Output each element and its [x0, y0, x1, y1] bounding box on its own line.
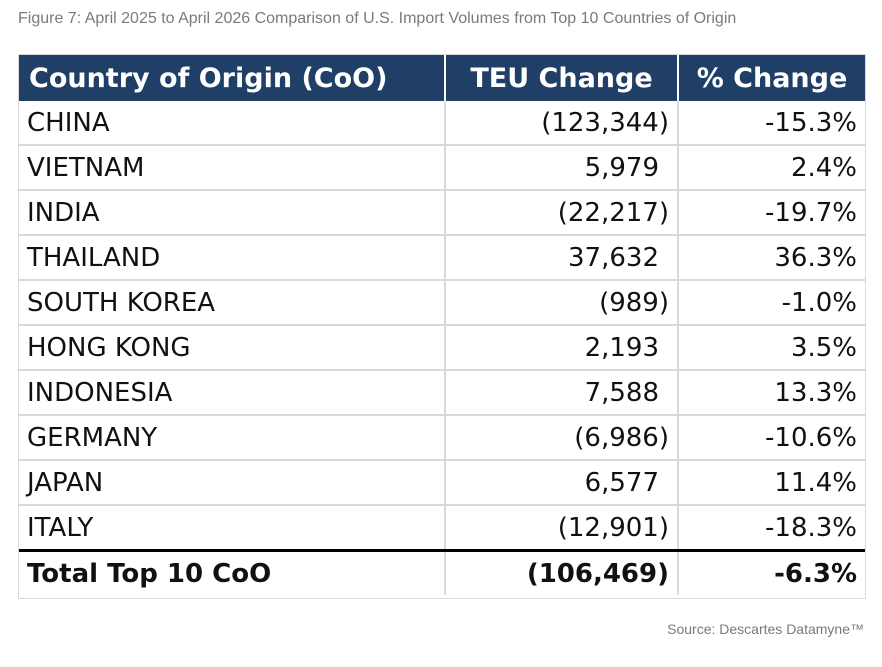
teu-cell: 37,632 — [445, 235, 679, 281]
pct-cell: -19.7% — [678, 190, 865, 236]
pct-cell: -10.6% — [678, 415, 865, 461]
table-row: INDIA (22,217) -19.7% — [19, 190, 865, 236]
header-pct-change: % Change — [678, 55, 865, 101]
total-teu-cell: (106,469) — [445, 549, 679, 595]
table-row: ITALY (12,901) -18.3% — [19, 505, 865, 552]
teu-cell: 7,588 — [445, 370, 679, 416]
table-row: JAPAN 6,577 11.4% — [19, 460, 865, 506]
country-cell: CHINA — [19, 101, 446, 146]
table-row: GERMANY (6,986) -10.6% — [19, 415, 865, 461]
pct-cell: 13.3% — [678, 370, 865, 416]
total-label-cell: Total Top 10 CoO — [19, 549, 446, 595]
pct-cell: 11.4% — [678, 460, 865, 506]
table-row: SOUTH KOREA (989) -1.0% — [19, 280, 865, 326]
teu-cell: (123,344) — [445, 101, 679, 146]
import-volume-table: Country of Origin (CoO) TEU Change % Cha… — [18, 54, 866, 599]
teu-cell: (989) — [445, 280, 679, 326]
teu-cell: (22,217) — [445, 190, 679, 236]
teu-cell: 2,193 — [445, 325, 679, 371]
data-table: Country of Origin (CoO) TEU Change % Cha… — [19, 55, 865, 595]
source-note: Source: Descartes Datamyne™ — [667, 621, 864, 637]
country-cell: INDIA — [19, 190, 446, 236]
teu-cell: 5,979 — [445, 145, 679, 191]
country-cell: ITALY — [19, 505, 446, 552]
table-row: HONG KONG 2,193 3.5% — [19, 325, 865, 371]
header-country: Country of Origin (CoO) — [19, 55, 446, 101]
country-cell: JAPAN — [19, 460, 446, 506]
country-cell: THAILAND — [19, 235, 446, 281]
figure-caption: Figure 7: April 2025 to April 2026 Compa… — [18, 10, 737, 27]
total-pct-cell: -6.3% — [678, 549, 865, 595]
header-teu-change: TEU Change — [445, 55, 679, 101]
country-cell: INDONESIA — [19, 370, 446, 416]
pct-cell: 36.3% — [678, 235, 865, 281]
table-row: THAILAND 37,632 36.3% — [19, 235, 865, 281]
table-row: INDONESIA 7,588 13.3% — [19, 370, 865, 416]
teu-cell: (6,986) — [445, 415, 679, 461]
country-cell: SOUTH KOREA — [19, 280, 446, 326]
pct-cell: 3.5% — [678, 325, 865, 371]
teu-cell: 6,577 — [445, 460, 679, 506]
pct-cell: 2.4% — [678, 145, 865, 191]
total-row: Total Top 10 CoO (106,469) -6.3% — [19, 549, 865, 595]
table-row: VIETNAM 5,979 2.4% — [19, 145, 865, 191]
country-cell: VIETNAM — [19, 145, 446, 191]
country-cell: HONG KONG — [19, 325, 446, 371]
pct-cell: -18.3% — [678, 505, 865, 552]
teu-cell: (12,901) — [445, 505, 679, 552]
pct-cell: -1.0% — [678, 280, 865, 326]
pct-cell: -15.3% — [678, 101, 865, 146]
table-row: CHINA (123,344) -15.3% — [19, 101, 865, 146]
country-cell: GERMANY — [19, 415, 446, 461]
header-row: Country of Origin (CoO) TEU Change % Cha… — [19, 55, 865, 101]
